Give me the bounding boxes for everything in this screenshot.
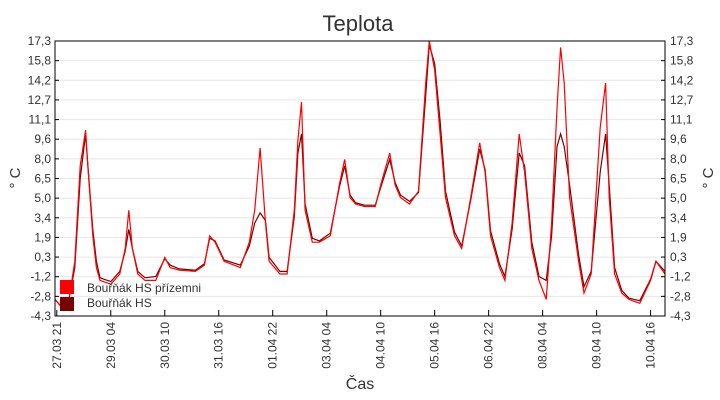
x-tick-label: 31.03 16 xyxy=(212,322,226,369)
x-tick-label: 01.04 22 xyxy=(266,322,280,369)
y-tick-label-left: 15,8 xyxy=(28,54,52,68)
y-tick-label-right: 15,8 xyxy=(670,54,694,68)
y-tick-label-left: -4,3 xyxy=(30,309,51,323)
x-tick-label: 29.03 04 xyxy=(104,322,118,369)
y-axis-label-left: ° C xyxy=(7,167,24,188)
y-tick-label-right: -2,8 xyxy=(670,289,691,303)
x-tick-label: 06.04 22 xyxy=(482,322,496,369)
y-tick-label-left: 0,3 xyxy=(34,250,51,264)
y-tick-label-right: 14,2 xyxy=(670,73,694,87)
y-tick-label-left: 3,4 xyxy=(34,211,51,225)
y-tick-label-right: 12,7 xyxy=(670,93,694,107)
y-tick-label-left: 5,0 xyxy=(34,191,51,205)
legend-swatch-prizemni xyxy=(60,280,74,294)
y-tick-label-right: 9,6 xyxy=(670,132,687,146)
legend-label-prizemni: Bouřňák HS přízemni xyxy=(87,281,201,295)
legend-swatch-hs xyxy=(60,297,74,311)
x-tick-label: 10.04 16 xyxy=(644,322,658,369)
x-tick-label: 03.04 04 xyxy=(320,322,334,369)
y-axis-label-right: ° C xyxy=(700,167,717,188)
x-tick-label: 27.03 21 xyxy=(50,322,64,369)
y-tick-label-right: 5,0 xyxy=(670,191,687,205)
y-tick-label-left: -2,8 xyxy=(30,289,51,303)
y-tick-label-right: 11,1 xyxy=(670,113,693,127)
series-line-hs xyxy=(54,44,666,307)
y-tick-label-left: 8,0 xyxy=(34,152,51,166)
y-tick-label-left: -1,2 xyxy=(30,270,51,284)
y-tick-label-right: 1,9 xyxy=(670,230,687,244)
y-tick-label-left: 9,6 xyxy=(34,132,51,146)
y-tick-label-right: -4,3 xyxy=(670,309,691,323)
y-tick-label-right: 8,0 xyxy=(670,152,687,166)
legend-label-hs: Bouřňák HS xyxy=(87,296,152,310)
y-tick-label-left: 6,5 xyxy=(34,172,51,186)
chart-title: Teplota xyxy=(323,11,395,36)
x-tick-label: 04.04 10 xyxy=(374,322,388,369)
x-axis-label: Čas xyxy=(346,374,374,393)
series-line-prizemni xyxy=(54,40,666,307)
x-tick-label: 30.03 10 xyxy=(158,322,172,369)
x-tick-label: 09.04 10 xyxy=(590,322,604,369)
y-tick-label-right: 17,3 xyxy=(670,34,694,48)
y-tick-label-right: -1,2 xyxy=(670,270,691,284)
y-tick-label-left: 14,2 xyxy=(28,73,52,87)
y-tick-label-right: 6,5 xyxy=(670,172,687,186)
y-tick-label-right: 0,3 xyxy=(670,250,687,264)
legend: Bouřňák HS přízemni Bouřňák HS xyxy=(60,280,201,311)
x-tick-label: 08.04 04 xyxy=(536,322,550,369)
y-tick-label-left: 17,3 xyxy=(28,34,52,48)
y-tick-label-left: 12,7 xyxy=(28,93,52,107)
y-tick-label-right: 3,4 xyxy=(670,211,687,225)
x-tick-label: 05.04 16 xyxy=(428,322,442,369)
y-tick-label-left: 1,9 xyxy=(34,230,51,244)
y-tick-label-left: 11,1 xyxy=(29,113,52,127)
